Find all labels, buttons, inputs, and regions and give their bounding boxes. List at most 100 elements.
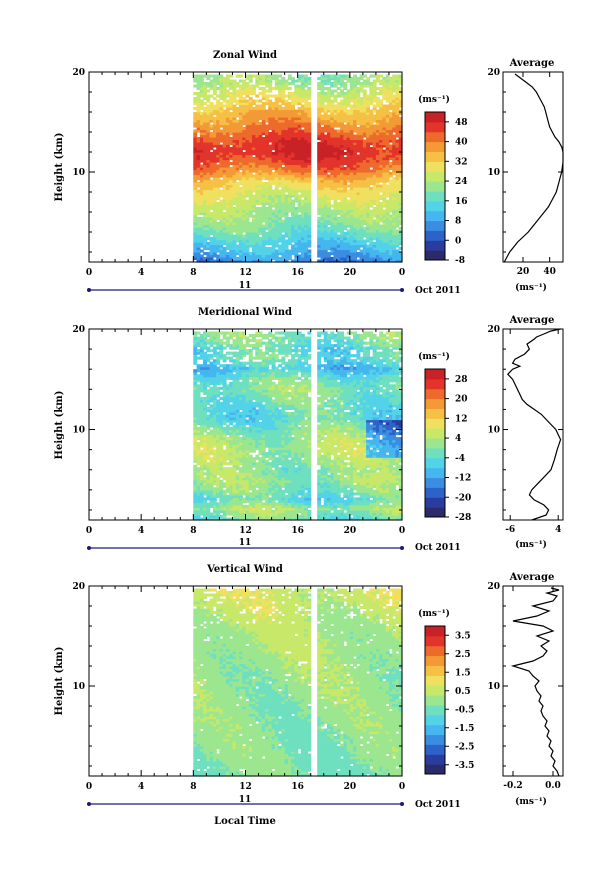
zonal-cell xyxy=(294,184,299,188)
zonal-cell xyxy=(222,157,227,161)
zonal-cell xyxy=(274,167,279,171)
zonal-cell xyxy=(252,152,256,156)
zonal-cell xyxy=(216,212,221,216)
zonal-cell xyxy=(196,82,201,86)
zonal-cell xyxy=(258,182,263,186)
zonal-cell xyxy=(300,144,305,148)
zonal-cell xyxy=(281,254,286,258)
zonal-cell xyxy=(242,187,247,191)
zonal-cell xyxy=(291,137,295,141)
zonal-cell xyxy=(284,147,289,151)
zonal-cell xyxy=(255,132,260,136)
zonal-cell xyxy=(245,149,250,153)
zonal-cell xyxy=(203,114,207,118)
zonal-cell xyxy=(274,234,279,238)
zonal-cell xyxy=(245,147,250,151)
zonal-cell xyxy=(222,104,227,108)
zonal-cell xyxy=(274,82,279,86)
zonal-cell xyxy=(304,227,309,231)
zonal-cell xyxy=(193,219,198,223)
zonal-cell xyxy=(268,157,273,161)
zonal-cell xyxy=(212,224,217,228)
zonal-cell xyxy=(225,134,230,138)
zonal-cell xyxy=(287,179,292,183)
zonal-cell xyxy=(245,177,250,181)
zonal-cell xyxy=(235,224,240,228)
zonal-cell xyxy=(258,77,263,81)
zonal-cell xyxy=(232,229,237,233)
zonal-cell xyxy=(222,162,227,166)
zonal-cell xyxy=(268,159,273,163)
zonal-cell xyxy=(209,204,214,208)
zonal-cell xyxy=(294,254,299,258)
zonal-cell xyxy=(229,107,234,111)
zonal-cell xyxy=(196,207,201,211)
zonal-cell xyxy=(258,259,263,263)
zonal-cell xyxy=(265,99,269,103)
zonal-cell xyxy=(239,87,243,91)
zonal-cell xyxy=(255,122,260,126)
zonal-cell xyxy=(268,247,273,251)
zonal-cell xyxy=(212,189,217,193)
zonal-cell xyxy=(245,142,250,146)
zonal-cell xyxy=(252,87,256,91)
zonal-cell xyxy=(219,147,224,151)
zonal-cell xyxy=(274,207,279,211)
zonal-cell xyxy=(203,179,207,183)
zonal-colorbar-label: 40 xyxy=(455,138,468,148)
zonal-cell xyxy=(239,162,243,166)
zonal-cell xyxy=(258,199,263,203)
zonal-cell xyxy=(239,157,243,161)
zonal-cell xyxy=(245,109,250,113)
zonal-cell xyxy=(252,117,256,121)
zonal-cell xyxy=(242,222,247,226)
zonal-cell xyxy=(284,114,289,118)
zonal-cell xyxy=(255,109,260,113)
zonal-cell xyxy=(252,229,256,233)
zonal-cell xyxy=(219,204,224,208)
zonal-cell xyxy=(222,169,227,173)
zonal-cell xyxy=(219,232,224,236)
zonal-cell xyxy=(239,139,243,143)
zonal-cell xyxy=(248,162,253,166)
zonal-cell xyxy=(232,174,237,178)
zonal-cell xyxy=(199,77,204,81)
zonal-xtick-label: 8 xyxy=(190,268,196,278)
zonal-cell xyxy=(216,259,221,263)
zonal-cell xyxy=(209,224,214,228)
zonal-cell xyxy=(248,252,253,256)
zonal-cell xyxy=(199,99,204,103)
zonal-cell xyxy=(212,134,217,138)
zonal-cell xyxy=(248,157,253,161)
zonal-cell xyxy=(274,214,279,218)
zonal-cell xyxy=(225,217,230,221)
zonal-cell xyxy=(219,169,224,173)
zonal-cell xyxy=(284,169,289,173)
zonal-cell xyxy=(239,182,243,186)
zonal-cell xyxy=(212,77,217,81)
zonal-cell xyxy=(284,124,289,128)
zonal-cell xyxy=(212,82,217,86)
zonal-cell xyxy=(235,259,240,263)
zonal-cell xyxy=(196,127,201,131)
zonal-cell xyxy=(274,84,279,88)
zonal-cell xyxy=(242,164,247,168)
zonal-cell xyxy=(252,99,256,103)
zonal-cell xyxy=(287,257,292,261)
zonal-cell xyxy=(261,189,266,193)
zonal-cell xyxy=(297,144,302,148)
zonal-cell xyxy=(278,237,282,241)
zonal-cell xyxy=(196,109,201,113)
zonal-cell xyxy=(284,259,289,263)
zonal-cell xyxy=(193,202,198,206)
zonal-cell xyxy=(245,227,250,231)
zonal-cell xyxy=(297,189,302,193)
zonal-cell xyxy=(268,167,273,171)
zonal-cell xyxy=(193,237,198,241)
zonal-cell xyxy=(287,189,292,193)
zonal-cell xyxy=(242,147,247,151)
zonal-cell xyxy=(291,114,295,118)
zonal-cell xyxy=(268,199,273,203)
zonal-cell xyxy=(304,199,309,203)
zonal-cell xyxy=(242,167,247,171)
